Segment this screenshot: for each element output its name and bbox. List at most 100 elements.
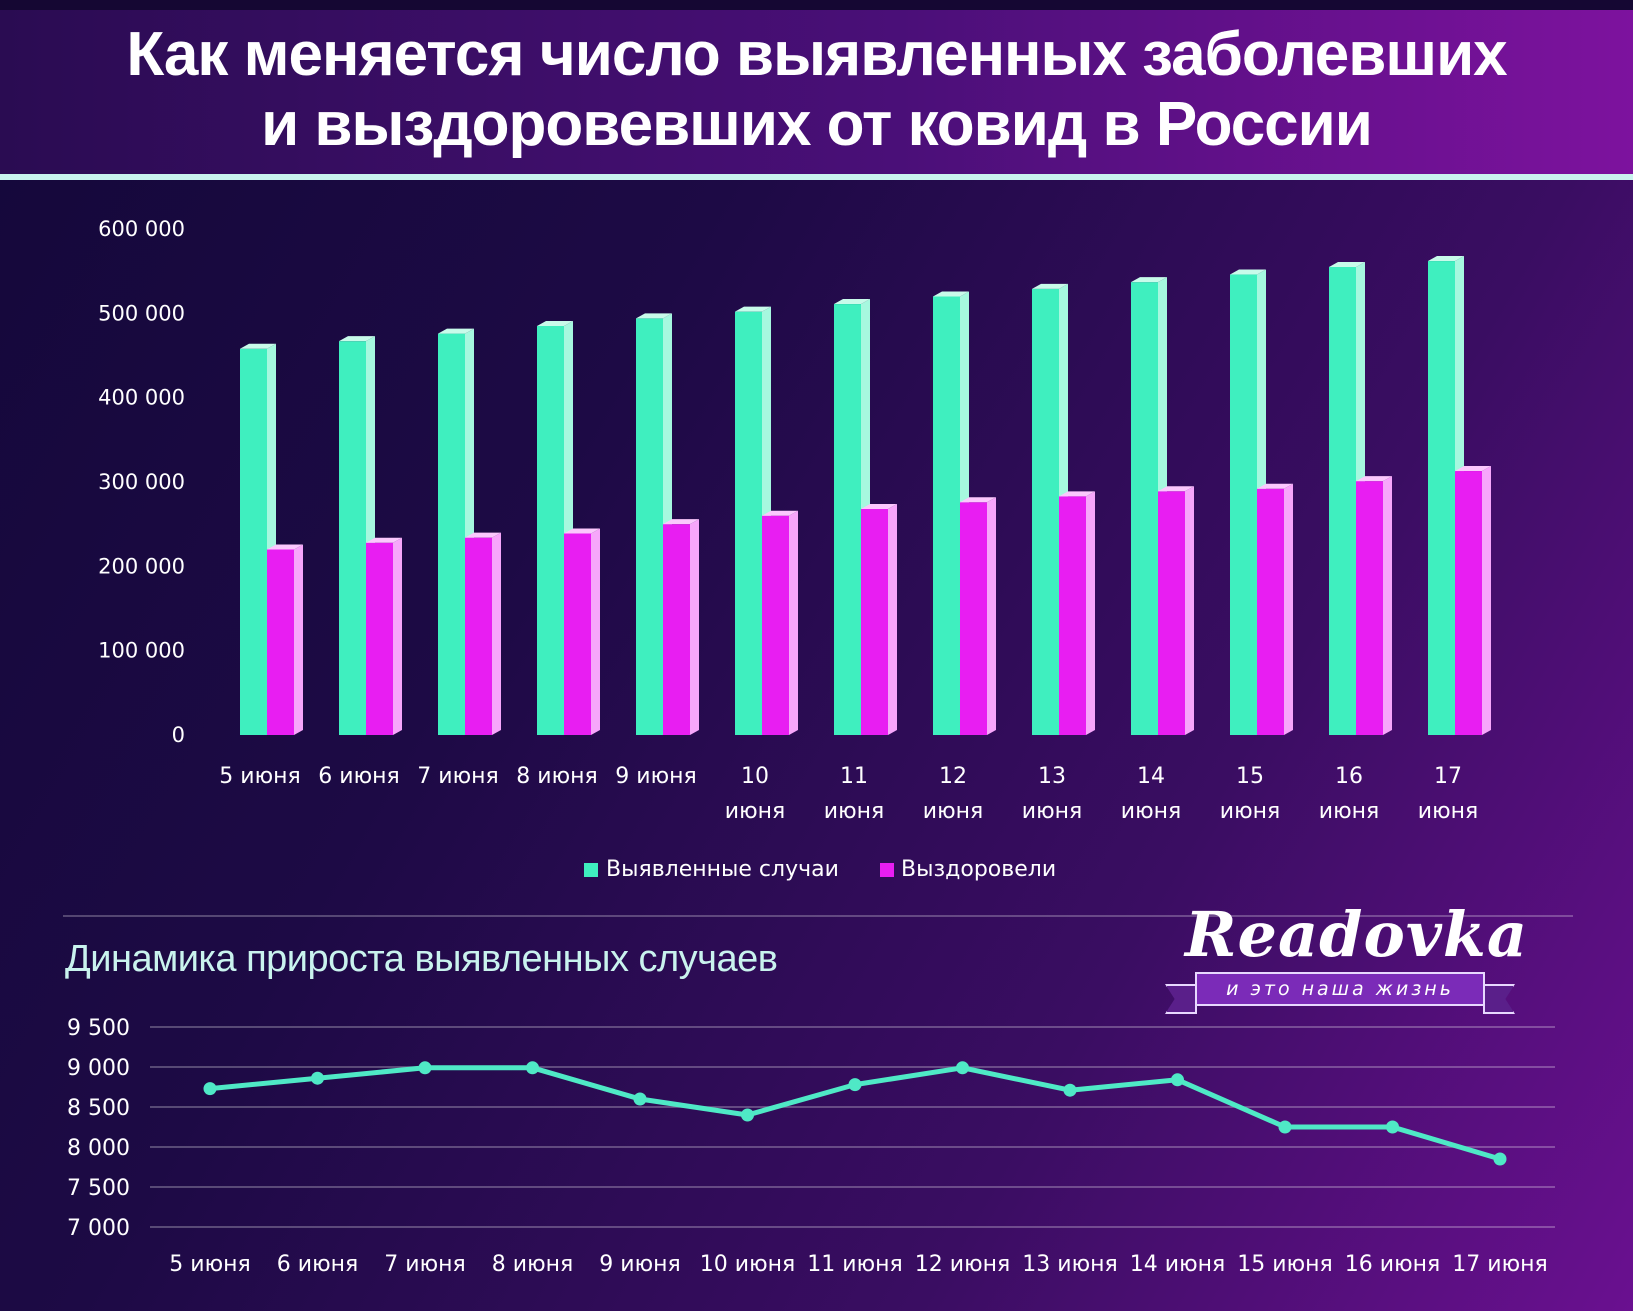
bar-front	[1329, 266, 1356, 735]
y-tick-label: 300 000	[98, 470, 185, 494]
x-tick-label: 6 июня	[318, 764, 399, 789]
bar-top	[1455, 466, 1491, 472]
bar-front	[735, 311, 762, 735]
bar-recovered	[1257, 483, 1293, 735]
bar-top	[465, 532, 501, 538]
x-tick-label: 10 июня	[700, 1252, 795, 1277]
bar-front	[663, 524, 690, 735]
legend-swatch-cases	[584, 863, 598, 877]
bar-top	[960, 497, 996, 503]
bar-side	[492, 532, 501, 735]
x-tick-label: 11 июня	[807, 1252, 902, 1277]
bar-front	[1032, 288, 1059, 735]
bar-front	[564, 533, 591, 735]
bar-front	[240, 348, 267, 735]
x-tick-label: 17	[1434, 764, 1462, 789]
x-tick-label: июня	[1319, 799, 1379, 824]
bar-top	[1158, 486, 1194, 492]
x-tick-label: июня	[1121, 799, 1181, 824]
data-point	[203, 1082, 217, 1096]
bar-front	[366, 542, 393, 735]
x-tick-label: 8 июня	[516, 764, 597, 789]
bar-front	[1356, 481, 1383, 735]
bar-recovered	[465, 532, 501, 735]
bar-side	[1383, 476, 1392, 735]
x-tick-label: 16 июня	[1345, 1252, 1440, 1277]
bar-recovered	[1356, 476, 1392, 735]
bar-chart: 0 100 000 200 000 300 000 400 000 500 000 600 …	[98, 217, 1491, 882]
x-tick-label: 5 июня	[219, 764, 300, 789]
bar-recovered	[960, 497, 996, 735]
bar-top	[1428, 256, 1464, 262]
bar-front	[1455, 471, 1482, 735]
bar-top	[1257, 483, 1293, 489]
bar-top	[438, 328, 474, 334]
y-tick-label: 9 500	[67, 1016, 130, 1041]
logo-tagline: и это наша жизнь	[1195, 972, 1485, 1006]
bar-top	[1059, 491, 1095, 497]
x-tick-label: 14	[1137, 764, 1165, 789]
y-tick-label: 7 500	[67, 1176, 130, 1201]
title-line-1: Как меняется число выявленных заболевших	[126, 20, 1507, 89]
bar-front	[1158, 491, 1185, 735]
header: Как меняется число выявленных заболевших…	[0, 0, 1633, 180]
bar-recovered	[267, 544, 303, 735]
y-tick-label: 100 000	[98, 639, 185, 663]
bar-top	[762, 510, 798, 516]
bar-front	[537, 325, 564, 735]
x-tick-label: 6 июня	[277, 1252, 358, 1277]
x-tick-label: 13	[1038, 764, 1066, 789]
x-tick-label: 7 июня	[417, 764, 498, 789]
x-tick-label: 15	[1236, 764, 1264, 789]
data-point	[1278, 1120, 1292, 1134]
bar-side	[690, 519, 699, 735]
x-tick-label: 9 июня	[615, 764, 696, 789]
data-point	[956, 1061, 969, 1075]
bar-top	[861, 503, 897, 509]
data-point	[848, 1078, 862, 1092]
x-tick-label: 10	[741, 764, 769, 789]
x-tick-label: июня	[1220, 799, 1280, 824]
x-tick-label: июня	[725, 799, 785, 824]
x-tick-label: 12 июня	[915, 1252, 1010, 1277]
data-point	[1493, 1152, 1507, 1166]
bar-side	[888, 503, 897, 735]
x-tick-label: 15 июня	[1237, 1252, 1332, 1277]
data-point	[1386, 1120, 1399, 1134]
bar-top	[1230, 269, 1266, 275]
chart-title: Как меняется число выявленных заболевших…	[0, 20, 1633, 160]
line-chart: 7 000 7 500 8 000 8 500 9 000 9 500 5 июня 6 ию…	[67, 1016, 1555, 1277]
bar-front	[339, 341, 366, 735]
bar-front	[1230, 274, 1257, 735]
bar-recovered	[1059, 491, 1095, 735]
y-tick-label: 0	[172, 723, 185, 747]
x-tick-label: 8 июня	[492, 1252, 573, 1277]
bar-side	[1482, 466, 1491, 735]
logo-word: Readovka	[1185, 898, 1529, 971]
y-tick-label: 600 000	[98, 217, 185, 241]
bar-side	[789, 510, 798, 735]
bar-front	[933, 296, 960, 735]
y-tick-label: 500 000	[98, 301, 185, 325]
readovka-logo: Readovka и это наша жизнь	[1160, 898, 1529, 1018]
bar-recovered	[1158, 486, 1194, 735]
bar-recovered	[861, 503, 897, 735]
y-tick-label: 7 000	[67, 1216, 130, 1241]
data-point	[418, 1061, 432, 1075]
bar-top	[933, 291, 969, 297]
bar-top	[339, 336, 375, 342]
bar-recovered	[1455, 466, 1491, 735]
bar-top	[267, 544, 303, 550]
header-top-strip	[0, 0, 1633, 10]
bar-side	[1185, 486, 1194, 735]
bar-front	[762, 515, 789, 735]
bar-front	[960, 502, 987, 735]
line-chart-title: Динамика прироста выявленных случаев	[65, 938, 778, 980]
legend-label-recovered: Выздоровели	[901, 857, 1056, 882]
bar-front	[1257, 488, 1284, 735]
bar-side	[393, 537, 402, 735]
data-point	[741, 1108, 754, 1122]
bar-side	[1086, 491, 1095, 735]
y-tick-label: 200 000	[98, 554, 185, 578]
data-point	[1063, 1083, 1077, 1097]
